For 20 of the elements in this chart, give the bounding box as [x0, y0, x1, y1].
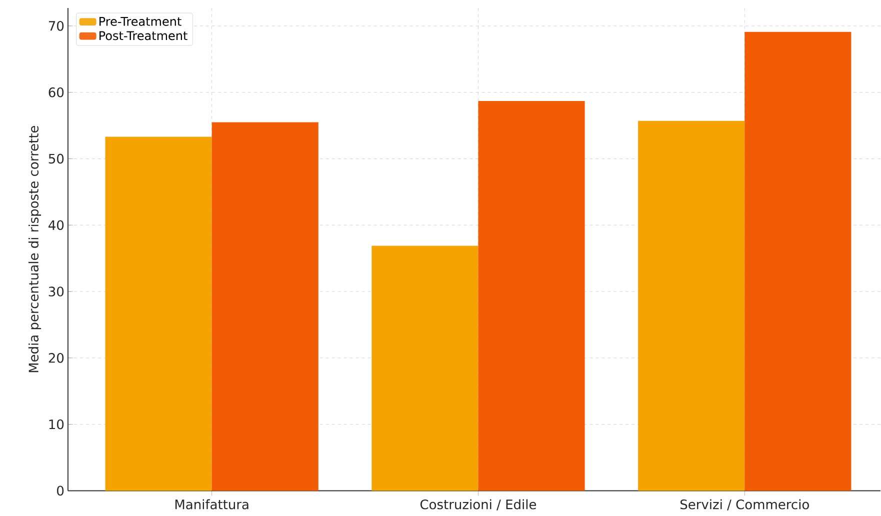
- y-tick-label: 10: [49, 420, 64, 430]
- y-tick-label: 0: [57, 486, 64, 496]
- x-tick-label: Servizi / Commercio: [680, 499, 809, 510]
- x-tick-label: Costruzioni / Edile: [420, 499, 536, 510]
- legend-label: Post-Treatment: [100, 31, 188, 40]
- y-tick-label: 70: [48, 21, 64, 31]
- y-tick-label: 60: [48, 88, 64, 98]
- y-tick-label: 20: [48, 353, 64, 363]
- bar: [744, 32, 852, 491]
- legend-label: Pre-Treatment: [100, 17, 182, 26]
- bar: [372, 246, 478, 491]
- bar: [212, 122, 318, 491]
- y-tick-label: 40: [48, 220, 64, 230]
- x-tick-label: Manifattura: [175, 499, 248, 510]
- y-tick-label: 50: [48, 154, 64, 164]
- bar: [105, 136, 212, 491]
- bar: [478, 101, 585, 491]
- bar: [638, 121, 745, 491]
- y-axis-title: Media percentuale di risposte corrette: [28, 126, 42, 372]
- y-tick-label: 30: [48, 286, 64, 297]
